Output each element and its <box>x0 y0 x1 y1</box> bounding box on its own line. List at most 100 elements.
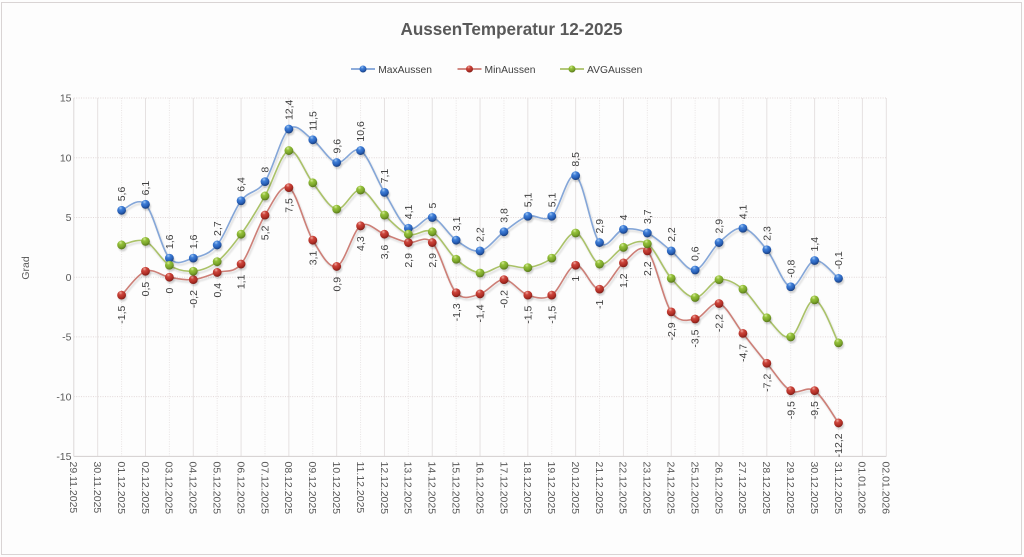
svg-text:-1,5: -1,5 <box>546 305 558 323</box>
svg-text:1,6: 1,6 <box>164 234 176 249</box>
svg-text:AussenTemperatur 12-2025: AussenTemperatur 12-2025 <box>400 20 622 39</box>
svg-text:06.12.2025: 06.12.2025 <box>234 462 246 515</box>
svg-text:2,9: 2,9 <box>427 253 439 268</box>
svg-text:3,7: 3,7 <box>642 209 654 224</box>
svg-text:7,1: 7,1 <box>379 169 391 184</box>
svg-text:2,9: 2,9 <box>403 253 415 268</box>
svg-text:2,7: 2,7 <box>212 221 224 236</box>
svg-text:19.12.2025: 19.12.2025 <box>545 462 557 515</box>
svg-text:0: 0 <box>66 272 72 284</box>
svg-text:10.12.2025: 10.12.2025 <box>330 462 342 515</box>
svg-text:-7,2: -7,2 <box>761 374 773 392</box>
svg-text:-2,2: -2,2 <box>714 314 726 332</box>
svg-text:4: 4 <box>618 214 630 220</box>
svg-text:26.12.2025: 26.12.2025 <box>712 462 724 515</box>
svg-text:02.12.2025: 02.12.2025 <box>139 462 151 515</box>
svg-text:4,3: 4,3 <box>355 236 367 251</box>
svg-text:3,6: 3,6 <box>379 245 391 260</box>
svg-text:30.11.2025: 30.11.2025 <box>91 462 103 514</box>
svg-text:6,1: 6,1 <box>140 181 152 196</box>
svg-text:-0,2: -0,2 <box>499 290 511 308</box>
svg-text:09.12.2025: 09.12.2025 <box>306 462 318 515</box>
svg-text:0: 0 <box>164 288 176 294</box>
svg-text:Grad: Grad <box>20 256 32 280</box>
svg-text:2,3: 2,3 <box>761 226 773 241</box>
svg-text:2,9: 2,9 <box>594 219 606 234</box>
svg-text:21.12.2025: 21.12.2025 <box>593 462 605 515</box>
svg-text:-2,9: -2,9 <box>666 322 678 340</box>
svg-text:-0,2: -0,2 <box>188 290 200 308</box>
svg-text:23.12.2025: 23.12.2025 <box>641 462 653 515</box>
svg-text:6,4: 6,4 <box>236 177 248 192</box>
svg-text:9,6: 9,6 <box>331 139 343 154</box>
svg-text:18.12.2025: 18.12.2025 <box>521 462 533 515</box>
svg-text:5: 5 <box>66 212 72 224</box>
svg-text:5: 5 <box>427 202 439 208</box>
svg-text:5,2: 5,2 <box>260 225 272 240</box>
svg-text:2,9: 2,9 <box>714 219 726 234</box>
svg-text:12.12.2025: 12.12.2025 <box>378 462 390 515</box>
svg-text:30.12.2025: 30.12.2025 <box>808 462 820 515</box>
svg-text:-5: -5 <box>62 332 71 344</box>
svg-text:-4,7: -4,7 <box>738 344 750 362</box>
svg-text:AVGAussen: AVGAussen <box>587 65 643 76</box>
svg-text:5,6: 5,6 <box>116 187 128 202</box>
svg-text:3,1: 3,1 <box>307 251 319 266</box>
svg-text:24.12.2025: 24.12.2025 <box>665 462 677 515</box>
svg-text:-9,5: -9,5 <box>785 401 797 419</box>
svg-text:1,2: 1,2 <box>618 273 630 288</box>
svg-text:29.11.2025: 29.11.2025 <box>67 462 79 514</box>
svg-text:03.12.2025: 03.12.2025 <box>163 462 175 515</box>
svg-text:-1,5: -1,5 <box>522 305 534 323</box>
svg-text:10: 10 <box>60 152 72 164</box>
svg-text:4,1: 4,1 <box>738 204 750 219</box>
svg-text:5,1: 5,1 <box>546 193 558 208</box>
svg-text:1,6: 1,6 <box>188 234 200 249</box>
svg-text:MaxAussen: MaxAussen <box>378 65 432 76</box>
svg-text:-10: -10 <box>56 391 71 403</box>
svg-text:31.12.2025: 31.12.2025 <box>832 462 844 515</box>
svg-text:0,9: 0,9 <box>331 277 343 292</box>
svg-text:01.12.2025: 01.12.2025 <box>115 462 127 515</box>
svg-text:01.01.2026: 01.01.2026 <box>856 462 868 515</box>
svg-text:3,8: 3,8 <box>499 208 511 223</box>
svg-text:MinAussen: MinAussen <box>485 65 536 76</box>
svg-text:-12,2: -12,2 <box>833 433 845 457</box>
svg-text:4,1: 4,1 <box>403 204 415 219</box>
svg-text:-1,4: -1,4 <box>475 304 487 322</box>
svg-text:10,6: 10,6 <box>355 121 367 142</box>
svg-text:-1,3: -1,3 <box>451 303 463 321</box>
svg-text:13.12.2025: 13.12.2025 <box>402 462 414 515</box>
svg-text:8,5: 8,5 <box>570 152 582 167</box>
svg-text:22.12.2025: 22.12.2025 <box>617 462 629 515</box>
svg-text:0,4: 0,4 <box>212 283 224 298</box>
svg-text:-9,5: -9,5 <box>809 401 821 419</box>
svg-text:15.12.2025: 15.12.2025 <box>449 462 461 515</box>
svg-text:-1: -1 <box>594 299 606 308</box>
svg-text:7,5: 7,5 <box>283 198 295 213</box>
svg-text:3,1: 3,1 <box>451 216 463 231</box>
svg-text:17.12.2025: 17.12.2025 <box>497 462 509 515</box>
svg-text:-3,5: -3,5 <box>690 329 702 347</box>
svg-text:16.12.2025: 16.12.2025 <box>473 462 485 515</box>
svg-text:8: 8 <box>260 167 272 173</box>
svg-text:04.12.2025: 04.12.2025 <box>187 462 199 515</box>
svg-text:1,4: 1,4 <box>809 237 821 252</box>
svg-text:2,2: 2,2 <box>642 261 654 276</box>
svg-text:12,4: 12,4 <box>283 99 295 120</box>
svg-text:14.12.2025: 14.12.2025 <box>426 462 438 515</box>
svg-text:2,2: 2,2 <box>666 227 678 242</box>
svg-text:27.12.2025: 27.12.2025 <box>736 462 748 515</box>
svg-text:-15: -15 <box>56 451 71 463</box>
svg-text:-0,1: -0,1 <box>833 251 845 269</box>
svg-text:11,5: 11,5 <box>307 111 319 131</box>
svg-text:07.12.2025: 07.12.2025 <box>258 462 270 515</box>
svg-text:0,6: 0,6 <box>690 246 702 261</box>
svg-text:25.12.2025: 25.12.2025 <box>688 462 700 515</box>
svg-text:1,1: 1,1 <box>236 274 248 289</box>
svg-text:15: 15 <box>60 93 72 105</box>
svg-text:02.01.2026: 02.01.2026 <box>880 462 892 515</box>
svg-text:05.12.2025: 05.12.2025 <box>210 462 222 515</box>
svg-text:11.12.2025: 11.12.2025 <box>354 462 366 514</box>
svg-text:5,1: 5,1 <box>522 193 534 208</box>
